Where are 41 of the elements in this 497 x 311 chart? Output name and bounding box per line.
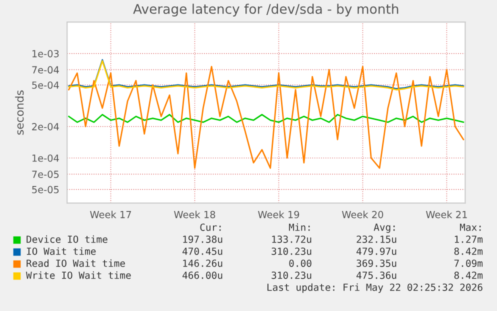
chart-title: Average latency for /dev/sda - by month <box>133 4 398 16</box>
legend-label: Read IO Wait time <box>26 259 125 267</box>
text: 0.00 <box>289 260 312 267</box>
y-tick-label: 2e-04 <box>32 123 59 130</box>
text: 310.23u <box>272 248 312 255</box>
x-tick-label: Week 21 <box>426 210 467 218</box>
text: 466.00u <box>182 272 222 279</box>
line-series <box>68 114 464 123</box>
text: Avg: <box>374 224 395 233</box>
text: 197.38u <box>183 236 222 243</box>
text: 479.97u <box>356 248 396 255</box>
y-tick-label: 7e-04 <box>32 66 59 74</box>
y-tick-label: 5e-05 <box>32 186 59 194</box>
text: 133.72u <box>272 236 312 243</box>
text: 146.26u <box>183 260 222 267</box>
text: 1.27m <box>454 236 483 243</box>
x-tick-label: Week 19 <box>258 210 300 218</box>
text: 475.36u <box>356 272 396 279</box>
text: Min: <box>288 223 310 231</box>
text: 470.45u <box>182 248 222 255</box>
legend-label: Write IO Wait time <box>26 271 131 279</box>
text: Cur: <box>200 224 221 231</box>
text: Last update: Fri May 22 02:25:32 2026 <box>267 283 482 293</box>
text: 7.09m <box>454 260 483 267</box>
y-tick-label: 1e-03 <box>32 50 59 58</box>
text: 8.42m <box>454 272 483 279</box>
y-tick-label: 7e-05 <box>32 170 59 178</box>
text: 232.15u <box>356 236 396 243</box>
y-tick-label: 5e-04 <box>32 81 59 89</box>
y-axis-title: seconds <box>15 90 24 135</box>
text: 8.42m <box>454 248 483 255</box>
x-tick-label: Week 20 <box>342 210 384 218</box>
text: 369.35u <box>356 260 396 267</box>
legend-label: IO Wait time <box>26 247 96 255</box>
text: 310.23u <box>272 272 312 279</box>
text: Max: <box>460 224 481 231</box>
line-series <box>68 66 464 169</box>
y-tick-label: 1e-04 <box>32 154 59 162</box>
legend-label: Device IO time <box>26 235 108 243</box>
x-tick-label: Week 18 <box>174 210 216 218</box>
x-tick-label: Week 17 <box>90 210 131 218</box>
